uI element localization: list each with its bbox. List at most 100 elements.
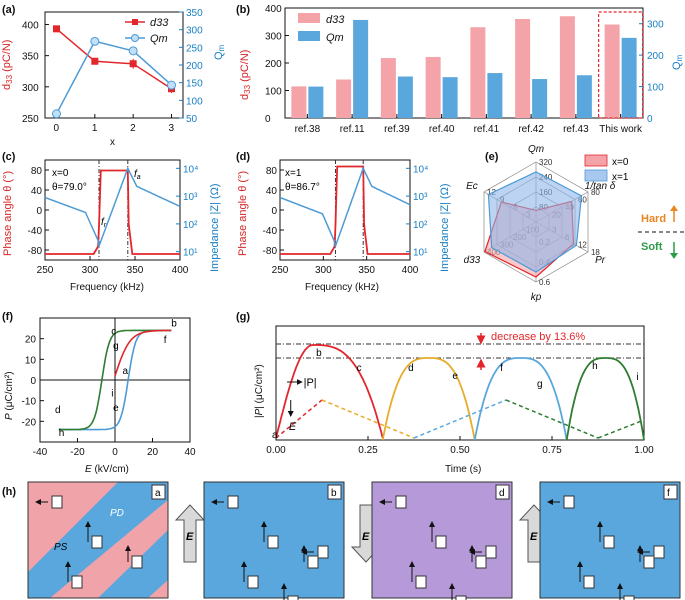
panel-c-plot	[44, 160, 181, 260]
highlight-box	[598, 11, 644, 119]
panel-a: (a) 0 1 2 3 250 300 350 400 50 100 150 200 250 300 350…	[1, 4, 226, 148]
panel-f-ylabel: P (μC/cm²)	[4, 371, 15, 420]
panel-label-a: (a)	[2, 4, 16, 16]
domain-box-frame	[203, 481, 345, 599]
point-label-e: e	[113, 403, 119, 414]
e-field-label: E	[186, 531, 194, 543]
tick-label-f-y: 20	[25, 335, 37, 346]
panel-c-ticks: 250 300 350 400 -80 -40 0 40 80 10¹ 10² 10³ 10⁴	[28, 164, 199, 276]
dipole-cell	[227, 495, 239, 509]
tick-label-f-y: 10	[25, 355, 37, 366]
point-label-d: d	[55, 405, 61, 416]
point-label-f: f	[164, 335, 167, 346]
tick-label-x: 400	[402, 265, 419, 276]
tick-label-yl: 40	[266, 186, 278, 197]
tick-label-yr: 10²	[413, 220, 428, 231]
point-label-e: e	[452, 371, 458, 382]
tick-label-a-yl: 250	[22, 114, 39, 125]
bar-d33	[291, 86, 307, 118]
tick-label-a-x: 3	[169, 123, 175, 134]
panel-a-ylabel-right: Qm	[213, 44, 226, 60]
sub-label: b	[331, 488, 337, 499]
domain-box-frame	[371, 481, 513, 599]
point-qm	[90, 36, 100, 46]
panel-d-plot	[279, 160, 411, 260]
tick-label-x: 250	[37, 265, 54, 276]
tick-label-b-yl: 200	[265, 59, 282, 70]
hard-arrow-head	[670, 205, 678, 211]
tick-label-a-yl: 400	[22, 20, 39, 31]
tick-label-yr: 10⁴	[413, 164, 428, 175]
tick-label-g-x: 0.50	[450, 445, 470, 456]
tick-label-f-x: 0	[112, 447, 118, 458]
radar-tick-label: 80	[591, 188, 600, 197]
panel-c-fa: fa	[134, 169, 141, 181]
radar-axis-label: d33	[464, 255, 481, 266]
bar-d33	[336, 79, 352, 118]
panel-c: (c) 250 300 350 400-80-400408010¹10²10³10⁴ …	[2, 151, 221, 293]
panel-b-plot	[291, 11, 644, 119]
tick-label-b-yr: 200	[647, 51, 664, 62]
panel-c-ylabel: Phase angle θ (°)	[2, 171, 14, 256]
point-label-b: b	[316, 348, 322, 359]
panel-label-c: (c)	[2, 151, 16, 163]
tick-label-b-yl: 0	[265, 114, 271, 125]
bar-qm	[308, 86, 324, 118]
label-soft: Soft	[641, 241, 663, 253]
panel-d-ylabel-right: Impedance |Z| (Ω)	[439, 183, 451, 272]
point-label-h: h	[59, 428, 65, 439]
tick-label-yl: -80	[263, 246, 278, 257]
tick-label-b-yl: 400	[265, 4, 282, 15]
panel-e: (e) Qm801602403201/tan δ20406080Pr361218…	[464, 144, 685, 303]
soft-arrow-head	[670, 253, 678, 259]
panel-b-ylabel-right: Qm	[671, 54, 684, 70]
dipole-cell	[415, 575, 427, 589]
point-d33	[53, 25, 60, 33]
panel-e-legend: x=0 x=1	[584, 154, 629, 183]
point-label-h: h	[592, 361, 598, 372]
radar-tick-label: 0.6	[539, 278, 551, 287]
tick-label-b-x: ref.40	[429, 124, 455, 135]
legend-d33: d33	[150, 17, 169, 29]
tick-label-a-x: 1	[92, 123, 98, 134]
panel-g-ticks: 0.00 0.25 0.50 0.75 1.00	[266, 436, 654, 456]
panel-label-g: (g)	[236, 311, 250, 323]
tick-label-yl: 80	[266, 166, 278, 177]
tick-label-a-x: 2	[130, 123, 136, 134]
dipole-cell	[317, 545, 329, 559]
point-label-i: i	[111, 389, 113, 400]
field-segment	[597, 419, 645, 439]
panel-f-ticks: -40 -20 0 20 40 -20 -10 0 10 20	[22, 335, 196, 458]
bar-qm	[532, 79, 548, 118]
point-qm	[52, 109, 61, 119]
point-d33	[91, 57, 99, 65]
tick-label-g-x: 0.00	[266, 445, 286, 456]
e-field-label: E	[362, 531, 370, 543]
pol-segment	[473, 357, 568, 441]
pol-segment	[381, 357, 476, 441]
point-label-g: g	[113, 341, 119, 352]
tick-label-a-x: 0	[54, 123, 60, 134]
dipole-cell	[287, 595, 299, 600]
bar-d33	[559, 16, 575, 118]
dipole-cell	[131, 555, 143, 569]
tick-label-b-x: ref.41	[474, 124, 500, 135]
sub-label-box	[495, 484, 510, 500]
tick-label-b-yr: 100	[647, 83, 664, 94]
sub-label: f	[667, 488, 670, 499]
sub-label-box	[327, 484, 342, 500]
radar-tick-label: 60	[578, 196, 587, 205]
tick-label-b-x: ref.11	[340, 124, 365, 135]
sub-label: d	[499, 488, 505, 499]
tick-label-yr: 10³	[413, 192, 428, 203]
sub-label: a	[155, 488, 161, 499]
legend-x0: x=0	[612, 157, 629, 168]
bar-qm	[353, 19, 369, 119]
tick-label-x: 250	[272, 265, 289, 276]
phase-curve	[280, 165, 410, 255]
legend-b-d33: d33	[326, 14, 345, 26]
panel-d-ylabel: Phase angle θ (°)	[237, 171, 249, 256]
panel-d-theta: θ=86.7°	[285, 182, 320, 193]
dipole-cell	[475, 555, 487, 569]
